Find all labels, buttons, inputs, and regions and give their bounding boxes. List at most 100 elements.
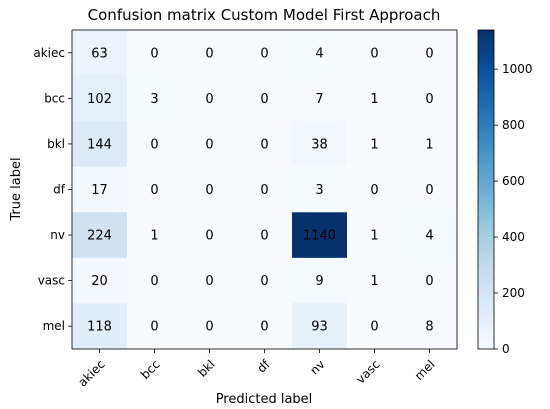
heatmap-cell: [402, 121, 458, 168]
heatmap-cell: [237, 121, 293, 168]
heatmap-cell: [72, 121, 128, 168]
heatmap-cell: [402, 303, 458, 350]
heatmap-cell: [127, 75, 183, 122]
cell-value-label: 118: [87, 320, 112, 335]
cell-value-label: 0: [370, 46, 378, 61]
cell-value-label: 1: [370, 229, 378, 244]
cell-value-label: 0: [260, 320, 268, 335]
heatmap-cell: [347, 303, 403, 350]
cell-value-label: 0: [150, 46, 158, 61]
x-axis-ticks: akiec bcc bkl df nv vasc mel: [75, 349, 438, 389]
heatmap-cell: [292, 121, 348, 168]
heatmap-cell: [182, 166, 238, 213]
heatmap-cell: [347, 166, 403, 213]
heatmap-cell: [347, 75, 403, 122]
heatmap-cell: [237, 166, 293, 213]
cell-value-label: 0: [425, 92, 433, 107]
colorbar-tick-label: 400: [502, 230, 525, 244]
x-tick-label: mel: [412, 357, 438, 383]
cell-value-label: 0: [260, 274, 268, 289]
cell-value-label: 0: [205, 183, 213, 198]
cell-value-label: 0: [260, 183, 268, 198]
heatmap-cell: [292, 166, 348, 213]
heatmap-cell: [182, 257, 238, 304]
heatmap-cell: [292, 257, 348, 304]
cell-value-label: 224: [87, 229, 112, 244]
heatmap-cell: [72, 30, 128, 77]
cell-value-label: 20: [91, 274, 108, 289]
cell-value-label: 8: [425, 320, 433, 335]
heatmap-cell: [127, 212, 183, 259]
cell-value-label: 1: [425, 137, 433, 152]
cell-value-label: 1: [370, 274, 378, 289]
heatmap-cell: [402, 166, 458, 213]
cell-value-label: 63: [91, 46, 108, 61]
heatmap-cell: [292, 75, 348, 122]
y-tick-label: mel: [43, 319, 65, 333]
heatmap-cell: [237, 75, 293, 122]
cell-value-label: 0: [205, 320, 213, 335]
cell-value-label: 0: [260, 137, 268, 152]
heatmap-cell: [237, 257, 293, 304]
cell-value-label: 0: [260, 46, 268, 61]
heatmap-cell: [72, 303, 128, 350]
colorbar-ticks: 0 200 400 600 800 1000: [494, 62, 533, 356]
cell-value-label: 4: [315, 46, 323, 61]
cell-value-label: 0: [205, 229, 213, 244]
cell-value-label: 0: [150, 137, 158, 152]
heatmap-cell: [72, 257, 128, 304]
cell-value-label: 3: [150, 92, 158, 107]
cell-value-label: 1: [150, 229, 158, 244]
cell-value-label: 38: [311, 137, 328, 152]
heatmap-cell: [347, 121, 403, 168]
heatmap-cell: [347, 257, 403, 304]
heatmap-cell: [237, 303, 293, 350]
cell-value-label: 0: [370, 320, 378, 335]
cell-value-label: 102: [87, 92, 112, 107]
heatmap-cell: [182, 75, 238, 122]
cell-value-label: 1: [370, 92, 378, 107]
cell-value-label: 0: [425, 183, 433, 198]
heatmap-cell: [182, 121, 238, 168]
cell-value-label: 0: [260, 229, 268, 244]
heatmap-cell: [237, 30, 293, 77]
y-tick-label: bkl: [47, 137, 65, 151]
x-tick-label: bcc: [138, 357, 163, 382]
y-tick-label: nv: [50, 228, 65, 242]
colorbar-tick-label: 1000: [502, 62, 533, 76]
cell-value-label: 0: [425, 274, 433, 289]
heatmap-cell: [182, 303, 238, 350]
cell-value-label: 0: [205, 137, 213, 152]
heatmap-cell: [127, 121, 183, 168]
heatmap-cell: [292, 30, 348, 77]
colorbar: [477, 29, 495, 350]
heatmap-cell: [402, 30, 458, 77]
colorbar-tick-label: 800: [502, 118, 525, 132]
cell-value-label: 0: [205, 92, 213, 107]
heatmap-cell: [347, 30, 403, 77]
y-tick-label: df: [53, 183, 66, 197]
x-axis-label: Predicted label: [216, 392, 313, 407]
heatmap-cell: [127, 30, 183, 77]
y-axis-label: True label: [9, 157, 24, 221]
heatmap-cell: [237, 212, 293, 259]
heatmap-cell: [127, 166, 183, 213]
cell-value-label: 0: [260, 92, 268, 107]
cell-value-label: 1: [370, 137, 378, 152]
colorbar-tick-label: 600: [502, 174, 525, 188]
cell-value-label: 9: [315, 274, 323, 289]
cell-value-label: 0: [425, 46, 433, 61]
x-tick-label: akiec: [75, 357, 107, 389]
cell-value-label: 0: [150, 183, 158, 198]
cell-value-label: 3: [315, 183, 323, 198]
heatmap-cell: [402, 75, 458, 122]
heatmap-cell: [402, 257, 458, 304]
cell-value-label: 1140: [303, 229, 336, 244]
cell-value-label: 17: [91, 183, 108, 198]
x-tick-label: bkl: [195, 357, 218, 380]
heatmap-cell-labels: 63 0 0 0 4 0 0 102 3 0 0 7 1 0 144 0 0 0 38 1 1 17 0 0 0 3 0 0 224 1 0…: [87, 46, 434, 334]
heatmap-cell: [72, 75, 128, 122]
heatmap-cell: [182, 212, 238, 259]
colorbar-tick-label: 200: [502, 286, 525, 300]
